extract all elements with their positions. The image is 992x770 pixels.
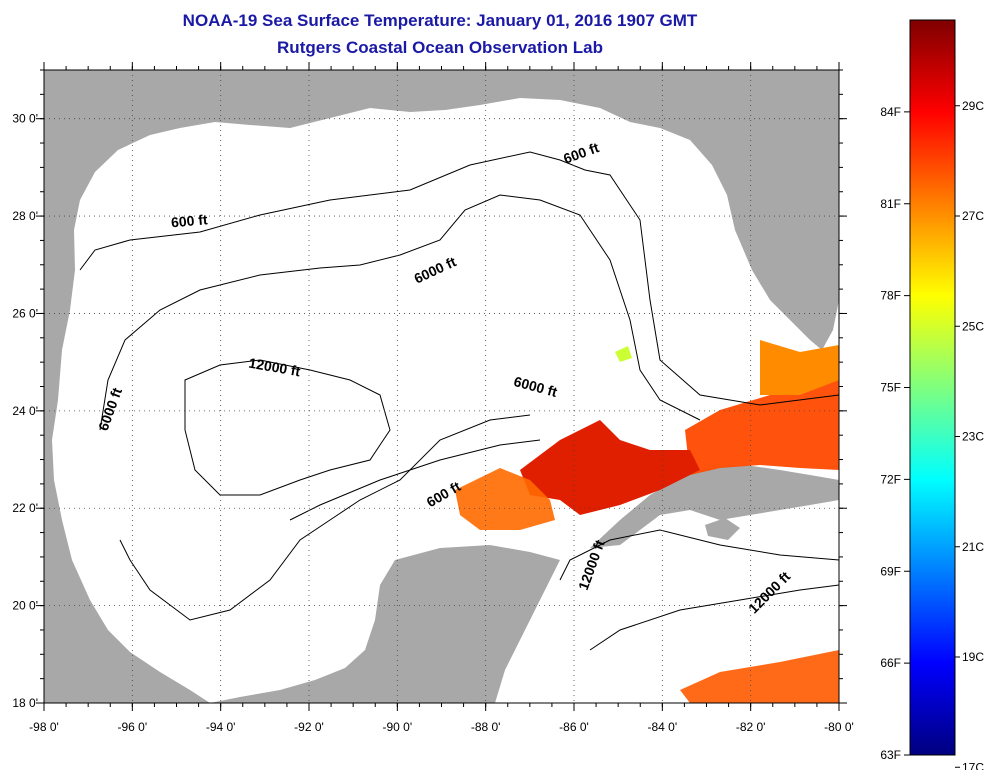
lon-tick-label: -88 0' [471, 720, 501, 734]
colorbar-label-f: 81F [880, 197, 901, 211]
colorbar [909, 19, 956, 756]
sst-patch-florida-keys [685, 370, 839, 475]
sst-patch-west [455, 468, 555, 530]
sst-patch-yucatan-channel [520, 420, 700, 515]
lat-tick-label: 24 0' [12, 404, 38, 418]
map-ticks: -98 0' -96 0' -94 0' -92 0' -90 0' -88 0' -86 … [12, 62, 854, 734]
contour-6000ft-outer [99, 194, 701, 431]
north-america-landmass [44, 70, 839, 703]
colorbar-label-f: 78F [880, 289, 901, 303]
colorbar-label-f: 72F [880, 472, 901, 486]
lat-tick-label: 18 0' [12, 696, 38, 710]
colorbar-labels: 63F 66F 69F 72F 75F 78F 81F 84F 17C 19C 21C 23C 25C 2… [880, 99, 984, 770]
lat-tick-label: 26 0' [12, 306, 38, 320]
lon-tick-label: -90 0' [383, 720, 413, 734]
colorbar-label-c: 21C [962, 540, 984, 554]
lat-tick-label: 20 0' [12, 599, 38, 613]
colorbar-label-c: 23C [962, 430, 984, 444]
colorbar-label-f: 69F [880, 564, 901, 578]
bathymetry-contours [79, 151, 839, 651]
colorbar-label-f: 84F [880, 105, 901, 119]
yucatan-landmass [210, 545, 560, 703]
contour-600ft-north [79, 151, 839, 406]
map-subtitle: Rutgers Coastal Ocean Observation Lab [277, 38, 603, 57]
lon-tick-label: -80 0' [824, 720, 854, 734]
lat-tick-label: 28 0' [12, 209, 38, 223]
lon-tick-label: -84 0' [648, 720, 678, 734]
sst-patch-southeast [680, 650, 839, 703]
colorbar-label-c: 19C [962, 650, 984, 664]
lon-tick-label: -86 0' [559, 720, 589, 734]
contour-12000ft-caribbean [559, 529, 839, 581]
lon-tick-label: -92 0' [294, 720, 324, 734]
sst-patch-small-yellow [615, 346, 632, 362]
contour-12000ft-caribbean-2 [589, 584, 839, 651]
lon-tick-label: -94 0' [206, 720, 236, 734]
cuba-landmass [590, 465, 839, 548]
colorbar-label-f: 63F [880, 748, 901, 762]
map-title: NOAA-19 Sea Surface Temperature: January… [182, 11, 698, 30]
lat-tick-label: 22 0' [12, 501, 38, 515]
colorbar-label-c: 25C [962, 319, 984, 333]
contour-12000ft [184, 359, 391, 496]
colorbar-label-f: 75F [880, 381, 901, 395]
contour-label: 600 ft [170, 211, 208, 230]
lat-tick-label: 30 0' [12, 112, 38, 126]
contour-6000ft-south [119, 414, 531, 621]
colorbar-label-c: 29C [962, 99, 984, 113]
lon-tick-label: -96 0' [118, 720, 148, 734]
island-landmass [705, 518, 740, 540]
colorbar-label-c: 17C [962, 760, 984, 770]
lon-tick-label: -82 0' [736, 720, 766, 734]
contour-600ft-south [289, 439, 541, 521]
colorbar-label-f: 66F [880, 656, 901, 670]
sst-patch-florida-coast [760, 340, 839, 395]
colorbar-label-c: 27C [962, 209, 984, 223]
lon-tick-label: -98 0' [29, 720, 59, 734]
map-grid [44, 70, 839, 703]
